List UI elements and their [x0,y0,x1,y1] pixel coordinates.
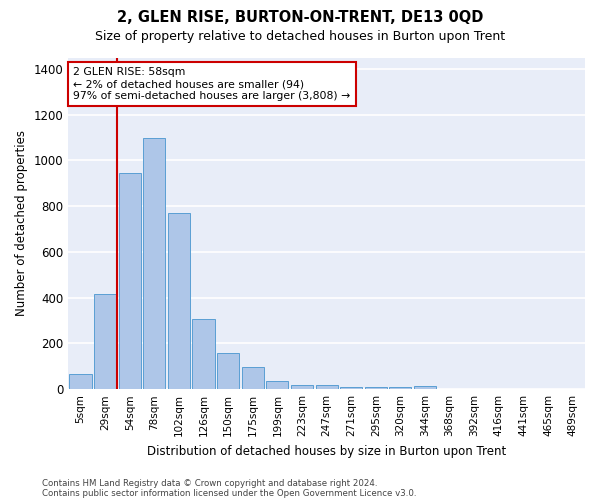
Bar [266,381,289,389]
Bar [389,387,412,389]
Bar [119,173,141,389]
Bar [242,368,264,389]
Text: Contains public sector information licensed under the Open Government Licence v3: Contains public sector information licen… [42,488,416,498]
Y-axis label: Number of detached properties: Number of detached properties [15,130,28,316]
Bar [193,320,215,389]
X-axis label: Distribution of detached houses by size in Burton upon Trent: Distribution of detached houses by size … [147,444,506,458]
Text: Contains HM Land Registry data © Crown copyright and database right 2024.: Contains HM Land Registry data © Crown c… [42,478,377,488]
Bar [365,387,387,389]
Bar [291,385,313,389]
Bar [217,352,239,389]
Bar [340,387,362,389]
Text: Size of property relative to detached houses in Burton upon Trent: Size of property relative to detached ho… [95,30,505,43]
Bar [70,374,92,389]
Bar [414,386,436,389]
Bar [316,385,338,389]
Bar [168,213,190,389]
Text: 2 GLEN RISE: 58sqm
← 2% of detached houses are smaller (94)
97% of semi-detached: 2 GLEN RISE: 58sqm ← 2% of detached hous… [73,68,350,100]
Text: 2, GLEN RISE, BURTON-ON-TRENT, DE13 0QD: 2, GLEN RISE, BURTON-ON-TRENT, DE13 0QD [117,10,483,25]
Bar [94,294,116,389]
Bar [143,138,166,389]
